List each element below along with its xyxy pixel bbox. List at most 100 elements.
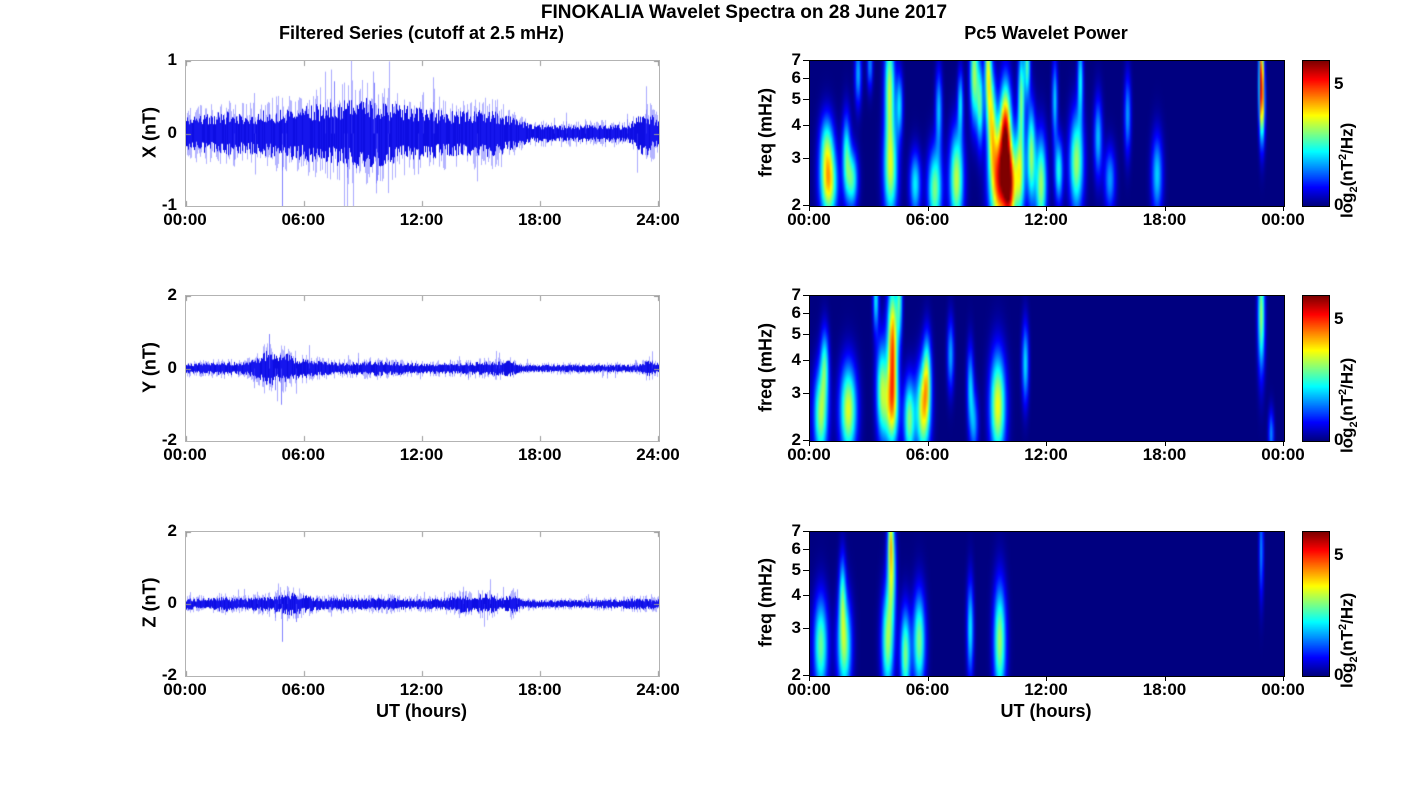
- freq-tick-label: 2: [791, 195, 801, 214]
- y-tick-label: 1: [167, 50, 177, 69]
- freq-tick-mark: [803, 60, 809, 61]
- wavelet-panel-z: [809, 531, 1285, 677]
- x-tick-label: 12:00: [1024, 445, 1068, 464]
- x-tick-label: 00:00: [163, 680, 207, 699]
- x-tick-label: 00:00: [163, 210, 207, 229]
- x-tick-label: 18:00: [518, 210, 562, 229]
- freq-tick-label: 3: [791, 148, 801, 168]
- x-tick-label: 12:00: [1024, 210, 1068, 229]
- y-tick-label: 0: [167, 122, 177, 142]
- x-tick-mark: [809, 676, 810, 681]
- x-tick-mark: [928, 441, 929, 446]
- x-tick-label: 00:00: [163, 445, 207, 464]
- colorbar-tick-label: 0: [1334, 195, 1344, 214]
- freq-tick-label: 7: [791, 521, 801, 540]
- x-tick-label: 06:00: [905, 210, 950, 229]
- freq-tick-mark: [803, 360, 809, 361]
- colorbar-tick-label: 0: [1334, 665, 1344, 684]
- freq-tick-label: 6: [791, 67, 801, 87]
- y-tick-label: -2: [161, 430, 177, 449]
- x-tick-label: 24:00: [636, 680, 680, 699]
- figure-title: FINOKALIA Wavelet Spectra on 28 June 201…: [540, 2, 948, 23]
- colorbar-tick-label: 5: [1334, 74, 1344, 94]
- y-tick-label: 2: [167, 521, 177, 540]
- wavelet-plot-x: [810, 61, 1284, 206]
- x-tick-mark: [809, 206, 810, 211]
- freq-tick-mark: [803, 595, 809, 596]
- x-tick-mark: [809, 441, 810, 446]
- colorbar-z: [1302, 531, 1330, 677]
- timeseries-panel-x: [185, 60, 660, 207]
- colorbar-gradient-x: [1303, 61, 1329, 206]
- x-tick-label: 18:00: [1142, 210, 1187, 229]
- freq-tick-mark: [803, 125, 809, 126]
- right-column-title: Pc5 Wavelet Power: [964, 23, 1128, 43]
- left-x-axis-label: UT (hours): [376, 701, 467, 721]
- freq-tick-mark: [803, 570, 809, 571]
- freq-tick-mark: [803, 295, 809, 296]
- x-tick-label: 00:00: [1261, 680, 1305, 699]
- x-tick-label: 06:00: [281, 445, 325, 464]
- freq-tick-label: 6: [791, 302, 801, 322]
- x-tick-label: 00:00: [787, 445, 831, 464]
- x-tick-label: 06:00: [905, 445, 950, 464]
- freq-tick-mark: [803, 99, 809, 100]
- freq-tick-label: 5: [791, 559, 801, 579]
- timeseries-plot-z: [186, 532, 659, 676]
- x-tick-label: 00:00: [787, 680, 831, 699]
- x-tick-label: 00:00: [1261, 210, 1305, 229]
- timeseries-panel-z: [185, 531, 660, 677]
- x-tick-label: 24:00: [636, 445, 680, 464]
- colorbar-tick-label: 5: [1334, 545, 1344, 564]
- freq-tick-label: 7: [791, 285, 801, 304]
- x-tick-mark: [1046, 441, 1047, 446]
- timeseries-plot-y: [186, 296, 659, 441]
- x-tick-mark: [928, 676, 929, 681]
- colorbar-x: [1302, 60, 1330, 207]
- x-tick-label: 06:00: [281, 210, 325, 229]
- freq-tick-mark: [803, 158, 809, 159]
- wavelet-plot-z: [810, 532, 1284, 676]
- freq-tick-label: 5: [791, 323, 801, 343]
- x-tick-label: 06:00: [905, 680, 950, 699]
- right-x-axis-label: UT (hours): [1000, 701, 1092, 721]
- x-tick-mark: [928, 206, 929, 211]
- freq-tick-label: 7: [791, 50, 801, 69]
- y-tick-label: 0: [167, 357, 177, 377]
- colorbar-tick-label: 5: [1334, 309, 1344, 329]
- wavelet-panel-y: [809, 295, 1285, 442]
- colorbar-gradient-z: [1303, 532, 1329, 676]
- x-tick-mark: [1165, 206, 1166, 211]
- freq-tick-mark: [803, 628, 809, 629]
- colorbar-gradient-y: [1303, 296, 1329, 441]
- x-tick-label: 06:00: [281, 680, 325, 699]
- x-tick-mark: [1283, 441, 1284, 446]
- y-tick-label: 0: [167, 593, 177, 612]
- freq-tick-mark: [803, 78, 809, 79]
- timeseries-panel-y: [185, 295, 660, 442]
- timeseries-plot-x: [186, 61, 659, 206]
- colorbar-label: log2(nT2/Hz): [1336, 122, 1360, 219]
- wavelet-plot-y: [810, 296, 1284, 441]
- x-tick-label: 12:00: [399, 445, 444, 464]
- x-tick-label: 24:00: [636, 210, 680, 229]
- freq-tick-label: 2: [791, 665, 801, 684]
- x-tick-label: 12:00: [399, 210, 444, 229]
- freq-tick-mark: [803, 440, 809, 441]
- freq-tick-label: 4: [791, 114, 801, 134]
- left-column-title: Filtered Series (cutoff at 2.5 mHz): [278, 23, 565, 43]
- freq-tick-mark: [803, 675, 809, 676]
- x-tick-label: 18:00: [1142, 680, 1187, 699]
- x-tick-mark: [1165, 441, 1166, 446]
- x-tick-label: 18:00: [518, 680, 562, 699]
- freq-tick-mark: [803, 205, 809, 206]
- freq-tick-label: 2: [791, 430, 801, 449]
- freq-tick-mark: [803, 313, 809, 314]
- colorbar-y: [1302, 295, 1330, 442]
- x-tick-label: 18:00: [1142, 445, 1187, 464]
- x-tick-label: 12:00: [1024, 680, 1068, 699]
- x-tick-label: 00:00: [787, 210, 831, 229]
- x-tick-mark: [1046, 676, 1047, 681]
- y-tick-label: 2: [167, 285, 177, 304]
